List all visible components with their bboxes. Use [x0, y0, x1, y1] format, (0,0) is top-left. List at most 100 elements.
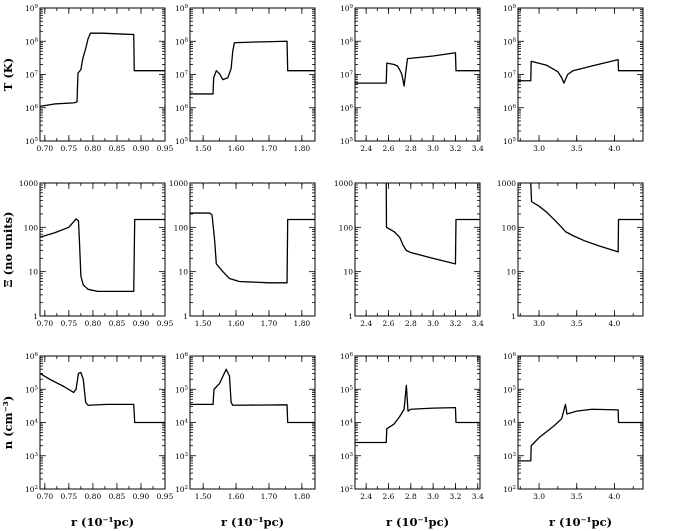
y-tick-label: 109	[175, 4, 189, 13]
y-tick-label: 106	[340, 352, 354, 361]
profile-line	[190, 368, 315, 424]
x-tick-label: 2.6	[383, 144, 395, 153]
panel-r2-c2: 1 10 100 1000 1.50 1.60 1.70 1.80	[169, 179, 316, 328]
y-tick-label: 106	[175, 352, 189, 361]
panel-frame	[189, 182, 316, 317]
profile-line	[518, 58, 643, 84]
x-tick-label: 0.90	[133, 492, 150, 501]
y-tick-label: 103	[340, 452, 354, 461]
x-tick-label: 2.4	[360, 492, 372, 501]
panel-r1-c1: 105 106 107 108 109 0.70 0.75 0.80 0.85 0.90 0.95	[25, 4, 174, 153]
y-tick-label: 1	[33, 312, 38, 321]
r-axis-label: r (10⁻¹pc)	[221, 515, 284, 529]
x-tick-label: 3.0	[427, 492, 439, 501]
y-tick-label: 100	[339, 223, 354, 232]
profile-line	[39, 371, 165, 424]
x-tick-label: 4.0	[608, 144, 620, 153]
x-tick-label: 1.80	[293, 144, 310, 153]
x-tick-label: 0.85	[109, 319, 126, 328]
panel-r3-c2: 102 103 104 105 106 1.50 1.60 1.70 1.80	[175, 352, 316, 501]
y-tick-label: 107	[25, 71, 39, 80]
panel-frame	[517, 182, 644, 317]
y-tick-label: 107	[340, 71, 354, 80]
y-tick-label: 100	[24, 223, 39, 232]
x-tick-label: 3.4	[472, 492, 484, 501]
y-tick-label: 108	[175, 37, 189, 46]
x-tick-label: 1.60	[228, 492, 245, 501]
x-tick-label: 0.95	[157, 492, 174, 501]
x-tick-label: 1.80	[293, 492, 310, 501]
y-tick-label: 100	[502, 223, 517, 232]
y-tick-label: 1000	[497, 179, 516, 188]
n-axis-label: n (cm⁻³)	[1, 396, 15, 450]
x-tick-label: 2.8	[405, 144, 417, 153]
x-tick-label: 0.85	[109, 144, 126, 153]
y-tick-label: 106	[503, 104, 517, 113]
panel-frame	[354, 182, 481, 317]
y-tick-label: 105	[25, 137, 39, 146]
y-tick-label: 10	[343, 268, 353, 277]
y-tick-label: 104	[25, 419, 39, 428]
panel-r2-c4: 1 10 100 1000 3.0 3.5 4.0	[497, 179, 644, 328]
panel-r3-c3: 102 103 104 105 106 2.4 2.6 2.8 3.0 3.2 3.4	[340, 352, 484, 501]
y-tick-label: 100	[174, 223, 189, 232]
panel-r3-c4: 102 103 104 105 106 3.0 3.5 4.0	[503, 352, 644, 501]
y-tick-label: 10	[178, 268, 188, 277]
y-tick-label: 106	[25, 104, 39, 113]
panel-frame	[354, 355, 481, 490]
y-tick-label: 10	[28, 268, 38, 277]
y-tick-label: 107	[175, 71, 189, 80]
y-tick-label: 105	[25, 385, 39, 394]
x-tick-label: 4.0	[608, 319, 620, 328]
y-tick-label: 1	[183, 312, 188, 321]
x-tick-label: 3.4	[472, 319, 484, 328]
x-tick-label: 3.0	[427, 319, 439, 328]
r-axis-label: r (10⁻¹pc)	[386, 515, 449, 529]
y-tick-label: 103	[175, 452, 189, 461]
y-tick-label: 104	[340, 419, 354, 428]
y-tick-label: 1	[511, 312, 516, 321]
y-tick-label: 104	[503, 419, 517, 428]
y-tick-label: 1000	[169, 179, 188, 188]
x-tick-label: 0.75	[60, 319, 77, 328]
x-tick-label: 1.50	[195, 492, 212, 501]
y-tick-label: 103	[25, 452, 39, 461]
panel-r1-c4: 105 106 107 108 109 3.0 3.5 4.0	[503, 4, 644, 153]
r-axis-label: r (10⁻¹pc)	[71, 515, 134, 529]
y-tick-label: 103	[503, 452, 517, 461]
y-tick-label: 106	[340, 104, 354, 113]
y-tick-label: 107	[503, 71, 517, 80]
profile-line	[518, 403, 643, 462]
y-tick-label: 106	[175, 104, 189, 113]
panel-frame	[39, 355, 166, 490]
x-tick-label: 2.4	[360, 319, 372, 328]
profile-line	[355, 384, 480, 444]
panel-frame	[189, 7, 316, 142]
x-tick-label: 1.60	[228, 144, 245, 153]
panel-frame	[189, 355, 316, 490]
y-tick-label: 109	[25, 4, 39, 13]
panel-r1-c2: 105 106 107 108 109 1.50 1.60 1.70 1.80	[175, 4, 316, 153]
t-axis-label: T (K)	[1, 58, 15, 91]
profile-line	[530, 182, 643, 253]
panel-frame	[517, 7, 644, 142]
x-tick-label: 0.80	[85, 319, 102, 328]
profile-line	[190, 40, 315, 95]
x-tick-label: 2.8	[405, 492, 417, 501]
x-tick-label: 4.0	[608, 492, 620, 501]
y-tick-label: 105	[503, 137, 517, 146]
x-tick-label: 1.70	[261, 492, 278, 501]
y-tick-label: 10	[506, 268, 516, 277]
y-tick-label: 108	[503, 37, 517, 46]
y-tick-label: 105	[175, 137, 189, 146]
y-tick-label: 1	[348, 312, 353, 321]
x-tick-label: 3.2	[449, 319, 461, 328]
y-tick-label: 105	[175, 385, 189, 394]
panel-frame	[517, 355, 644, 490]
x-tick-label: 0.75	[60, 144, 77, 153]
panel-frame	[39, 182, 166, 317]
panel-r2-c3: 1 10 100 1000 2.4 2.6 2.8 3.0 3.2 3.4	[334, 179, 484, 328]
profile-line	[355, 52, 480, 87]
x-tick-label: 0.70	[36, 319, 53, 328]
